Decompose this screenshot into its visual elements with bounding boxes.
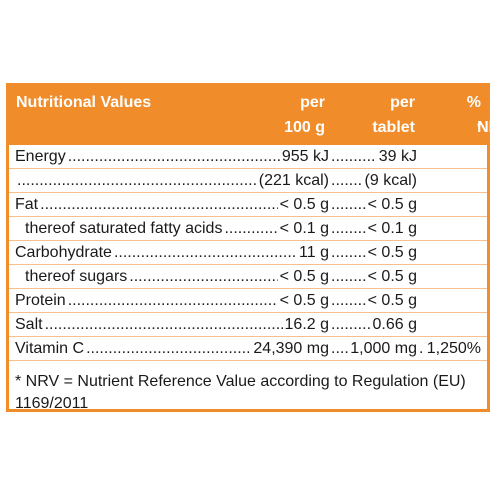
- dot-leader: ........................................…: [86, 340, 251, 357]
- col-nrv-label-top: %: [466, 94, 481, 111]
- nutrient-name: thereof sugars: [25, 268, 128, 285]
- table-body: Energy 955 kJ 39 kJ.......................…: [9, 145, 487, 361]
- table-row: Salt 16.2 g 0.66 g........................…: [9, 313, 487, 337]
- dot-leader: ........................................…: [331, 148, 377, 165]
- nutrient-name: Carbohydrate: [15, 244, 112, 261]
- nrv-text: NRV: [477, 119, 500, 136]
- nutrient-name: Energy: [15, 148, 66, 165]
- value-per-tablet: 0.66 g: [372, 316, 417, 333]
- value-per-tablet: < 0.1 g: [367, 220, 417, 237]
- dot-leader: ........................................…: [17, 172, 257, 189]
- value-per-100g: < 0.5 g: [279, 196, 329, 213]
- dot-leader: ........................................…: [44, 316, 283, 333]
- dot-leader: ........................................…: [419, 340, 425, 357]
- table-title: Nutritional Values: [16, 94, 152, 111]
- table-row: thereof sugars < 0.5 g < 0.5 g............…: [9, 265, 487, 289]
- value-per-tablet: < 0.5 g: [367, 268, 417, 285]
- dot-leader: ........................................…: [331, 268, 366, 285]
- table-row: Protein < 0.5 g < 0.5 g...................…: [9, 289, 487, 313]
- dot-leader: ........................................…: [331, 292, 366, 309]
- table-header: Nutritional Values per per % 100 g table…: [9, 86, 500, 145]
- dot-leader: ........................................…: [67, 148, 280, 165]
- value-per-100g: 24,390 mg: [253, 340, 329, 357]
- nutrient-name: Vitamin C: [15, 340, 85, 357]
- dot-leader: ........................................…: [331, 340, 348, 357]
- table-row: Fat < 0.5 g < 0.5 g.......................…: [9, 193, 487, 217]
- value-nrv: 1,250%: [426, 340, 481, 357]
- value-per-100g: (221 kcal): [258, 172, 329, 189]
- dot-leader: ........................................…: [331, 244, 366, 261]
- value-per-tablet: 1,000 mg: [350, 340, 417, 357]
- value-per-tablet: < 0.5 g: [367, 292, 417, 309]
- value-per-tablet: < 0.5 g: [367, 244, 417, 261]
- nutrition-table: Nutritional Values per per % 100 g table…: [6, 83, 500, 412]
- dot-leader: ........................................…: [224, 220, 278, 237]
- value-per-tablet: (9 kcal): [364, 172, 417, 189]
- dot-leader: ........................................…: [67, 292, 278, 309]
- table-row: thereof saturated fatty acids < 0.1 g < 0.…: [9, 217, 487, 241]
- value-per-tablet: 39 kJ: [378, 148, 417, 165]
- col-per100-label-top: per: [300, 94, 325, 111]
- nrv-footnote-mark: *: [477, 122, 481, 133]
- col-per100-label-bottom: 100 g: [284, 119, 325, 136]
- value-per-100g: 16.2 g: [284, 316, 329, 333]
- dot-leader: ........................................…: [331, 220, 366, 237]
- value-per-100g: < 0.1 g: [279, 220, 329, 237]
- nutrient-name: Protein: [15, 292, 66, 309]
- table-row: Energy 955 kJ 39 kJ.......................…: [9, 145, 487, 169]
- dot-leader: ........................................…: [40, 196, 278, 213]
- dot-leader: ........................................…: [331, 172, 363, 189]
- dot-leader: ........................................…: [129, 268, 277, 285]
- value-per-100g: < 0.5 g: [279, 292, 329, 309]
- footnote: * NRV = Nutrient Reference Value accordi…: [15, 373, 466, 412]
- col-pertablet-label-bottom: tablet: [372, 119, 415, 136]
- dot-leader: ........................................…: [331, 196, 366, 213]
- col-nrv-label-bottom: NRV*: [477, 115, 500, 144]
- value-per-tablet: < 0.5 g: [367, 196, 417, 213]
- table-row: Vitamin C 24,390 mg 1,000 mg 1,250%........…: [9, 337, 487, 361]
- nutrient-name: Salt: [15, 316, 43, 333]
- table-row: (221 kcal) (9 kcal)......................…: [9, 169, 487, 193]
- value-per-100g: < 0.5 g: [279, 268, 329, 285]
- dot-leader: ........................................…: [113, 244, 297, 261]
- value-per-100g: 11 g: [299, 244, 329, 261]
- dot-leader: ........................................…: [331, 316, 371, 333]
- value-per-100g: 955 kJ: [281, 148, 329, 165]
- col-pertablet-label-top: per: [390, 94, 415, 111]
- nutrient-name: thereof saturated fatty acids: [25, 220, 223, 237]
- nutrient-name: Fat: [15, 196, 39, 213]
- table-row: Carbohydrate 11 g < 0.5 g.................…: [9, 241, 487, 265]
